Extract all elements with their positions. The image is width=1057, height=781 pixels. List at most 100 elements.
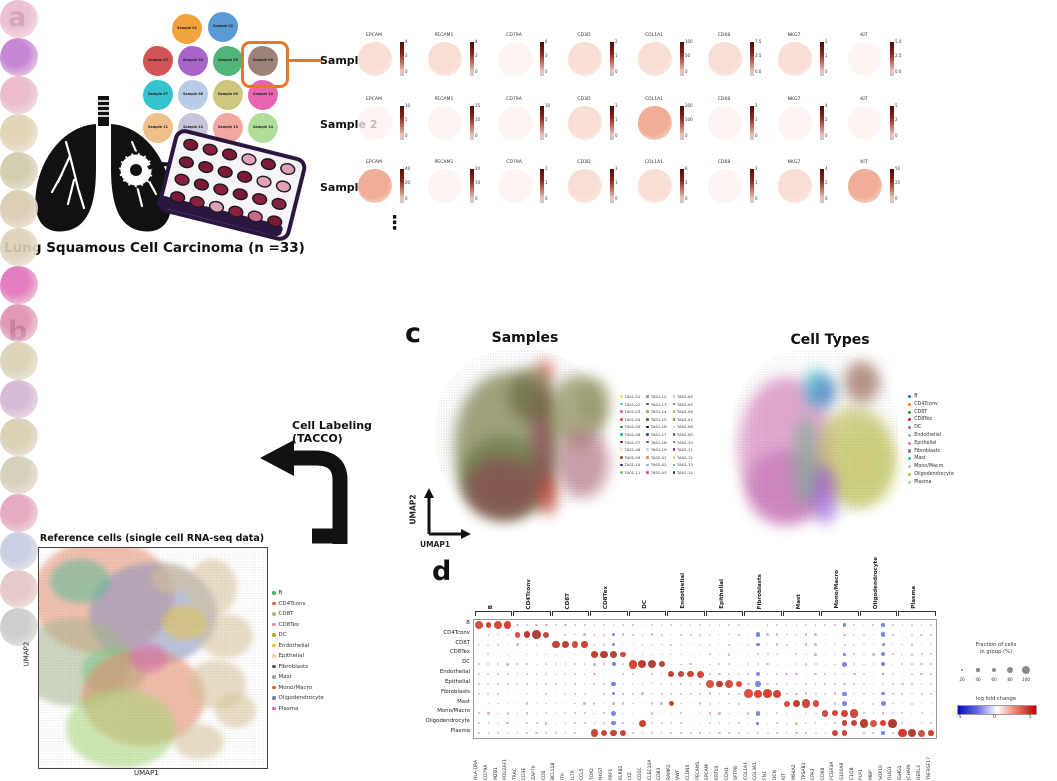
legend-item: CD8T [908,410,954,415]
dotplot-dot [824,634,826,636]
dotplot-dot [506,682,509,685]
marker-tissue-blob [498,42,532,76]
dotplot-dot [526,683,528,685]
dotplot-dot [743,689,753,699]
dotplot-gene-label: TPSAB1 [801,762,807,780]
dotplot-dot [920,663,923,666]
dotplot-dot [930,633,933,636]
dotplot-gene-label: PLP1 [859,769,865,780]
dotplot-dot [795,672,798,676]
dotplot-dot [487,722,490,725]
dotplot-dot [622,683,624,685]
legend-item: Mast [908,456,954,461]
legend-label: TA01-12 [650,394,667,399]
colorbar-tick: 2.5 [895,53,902,58]
dotplot-dot [834,624,836,626]
legend-dot [646,395,649,398]
colorbar-tick: 0 [755,133,758,138]
legend-label: TA02-01 [650,454,667,460]
dotplot-dot [901,673,903,675]
dotplot-dot [516,653,519,656]
dotplot-dot [833,722,836,725]
sample-blob-label: Sample 12 [182,125,204,130]
legend-item: Epithelial [272,653,324,659]
dotplot-dot [888,718,897,728]
reference-cluster [187,559,238,617]
legend-item: TA02-02 [646,462,667,467]
plate-well [202,143,218,156]
dotplot-dot [853,682,856,685]
legend-dot [620,425,623,429]
dotplot-dot [930,653,933,656]
dotplot-dot [737,653,740,656]
colorbar-tick: 0 [825,69,828,74]
legend-item: B [272,590,324,596]
marker-cell: CD68 2 1 0 [702,97,768,150]
plate-well [183,138,199,151]
dotplot-group-label: Mast [795,593,802,609]
dotplot-dot [824,702,827,705]
legend-label: CD4Tconv [278,600,306,607]
dotplot-dot [523,631,531,638]
marker-cell: CD68 7.5 2.5 0.0 [702,33,768,86]
legend-item: CD4Tconv [908,402,954,407]
marker-colorbar [540,169,544,203]
dotplot-dot [911,683,913,685]
marker-tissue-blob [428,42,462,76]
dotplot-dot [583,633,586,637]
dotplot-dot [680,624,682,626]
dotplot-dot [603,703,605,705]
colorbar-tick: 50 [895,166,901,171]
dotplot-dot [872,683,874,685]
umap-axes-arrows [424,488,471,539]
dotplot-dot [901,722,904,725]
dotplot-dot [737,692,740,695]
colorbar-tick: 0 [755,196,758,201]
celltypes-legend: B CD4Tconv CD8T CD8Tex DC Endothelial Epitheli… [908,394,954,488]
dotplot-row-label: Mast [457,698,470,705]
colorbar-tick: 10 [405,103,411,108]
dotplot-dot [610,650,617,658]
dotplot-dot [852,623,856,627]
dotplot-dot [516,722,518,724]
colorbar-tick: 2 [755,103,758,108]
plate-well [178,156,194,169]
dotplot-dot [786,653,788,655]
marker-cell: EPCAM 4 2 0 [352,33,418,86]
reference-umap-scatter [39,548,267,768]
dotplot-dot [795,633,798,636]
dotplot-dot [506,673,509,676]
dotplot-dot [766,624,769,626]
marker-tissue-blob [708,169,742,203]
dotplot-dot [670,653,673,656]
dotplot-dot [670,683,673,685]
dotplot-dot [718,692,721,695]
dotplot-dot [699,653,701,655]
legend-label: Mast [278,674,292,680]
dotplot-dot [610,710,617,717]
dotplot-dot [554,682,557,685]
dotplot-group-bracket [821,611,859,616]
dotplot-dot [574,702,576,705]
dotplot-group-label: CD4Tconv [526,578,533,610]
dotplot-dot [881,662,886,667]
dotplot-dot [621,633,625,636]
legend-label: Epithelial [914,440,937,446]
dotplot-dot [680,692,682,695]
legend-item: TA02-09 [672,432,693,437]
dotplot-dot [525,712,529,715]
dotplot-dot [853,702,855,705]
dotplot-dot [843,643,846,646]
dotplot-dot [660,692,663,695]
size-legend-value: 80 [1007,677,1013,682]
dotplot-dot [535,731,538,735]
dotplot-dot [477,692,480,695]
dotplot-gene-label: KIT [782,772,788,780]
dotplot-dot [650,702,654,705]
dotplot-gene-label: FCGR3A [830,761,836,780]
dotplot-row-label: Plasma [450,728,470,735]
dotplot-dot [776,732,778,734]
dotplot-dot [910,623,914,627]
dotplot-dot [824,663,826,665]
legend-label: TA01-17 [650,431,667,437]
